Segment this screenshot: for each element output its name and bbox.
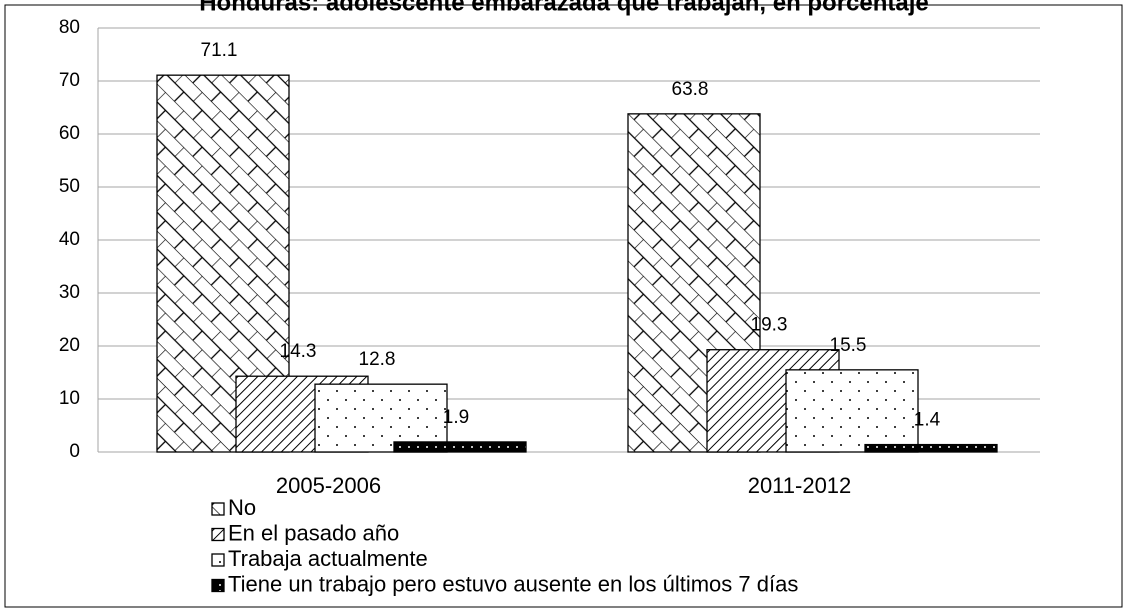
data-label: 14.3 <box>280 341 317 362</box>
y-tick-label: 80 <box>59 17 80 38</box>
bar <box>156 74 290 453</box>
y-tick-label: 20 <box>59 335 80 356</box>
legend-swatch <box>211 553 225 567</box>
legend-label: Trabaja actualmente <box>228 546 428 571</box>
chart-title: Honduras: adolescente embarazada que tra… <box>199 0 929 16</box>
data-label: 71.1 <box>201 40 238 61</box>
data-label: 19.3 <box>751 315 788 336</box>
data-label: 1.9 <box>443 407 469 428</box>
legend-label: No <box>228 495 256 520</box>
bar <box>314 383 448 453</box>
y-tick-label: 50 <box>59 176 80 197</box>
legend-swatch <box>211 578 225 593</box>
bar <box>393 441 527 453</box>
legend-label: En el pasado año <box>228 520 399 545</box>
data-label: 15.5 <box>830 335 867 356</box>
x-tick-label: 2011-2012 <box>748 473 852 498</box>
x-tick-label: 2005-2006 <box>276 473 381 498</box>
data-label: 1.4 <box>914 410 941 431</box>
y-tick-label: 40 <box>59 229 80 250</box>
legend-swatch <box>211 527 225 542</box>
y-tick-label: 60 <box>59 123 80 144</box>
bar <box>864 443 998 453</box>
y-tick-label: 0 <box>69 441 80 462</box>
y-tick-label: 10 <box>59 388 80 409</box>
y-tick-label: 30 <box>59 282 80 303</box>
legend-swatch <box>211 502 225 516</box>
data-label: 12.8 <box>359 349 396 370</box>
legend-label: Tiene un trabajo pero estuvo ausente en … <box>228 571 798 596</box>
data-label: 63.8 <box>672 79 709 100</box>
y-tick-label: 70 <box>59 70 80 91</box>
bar <box>785 369 919 453</box>
